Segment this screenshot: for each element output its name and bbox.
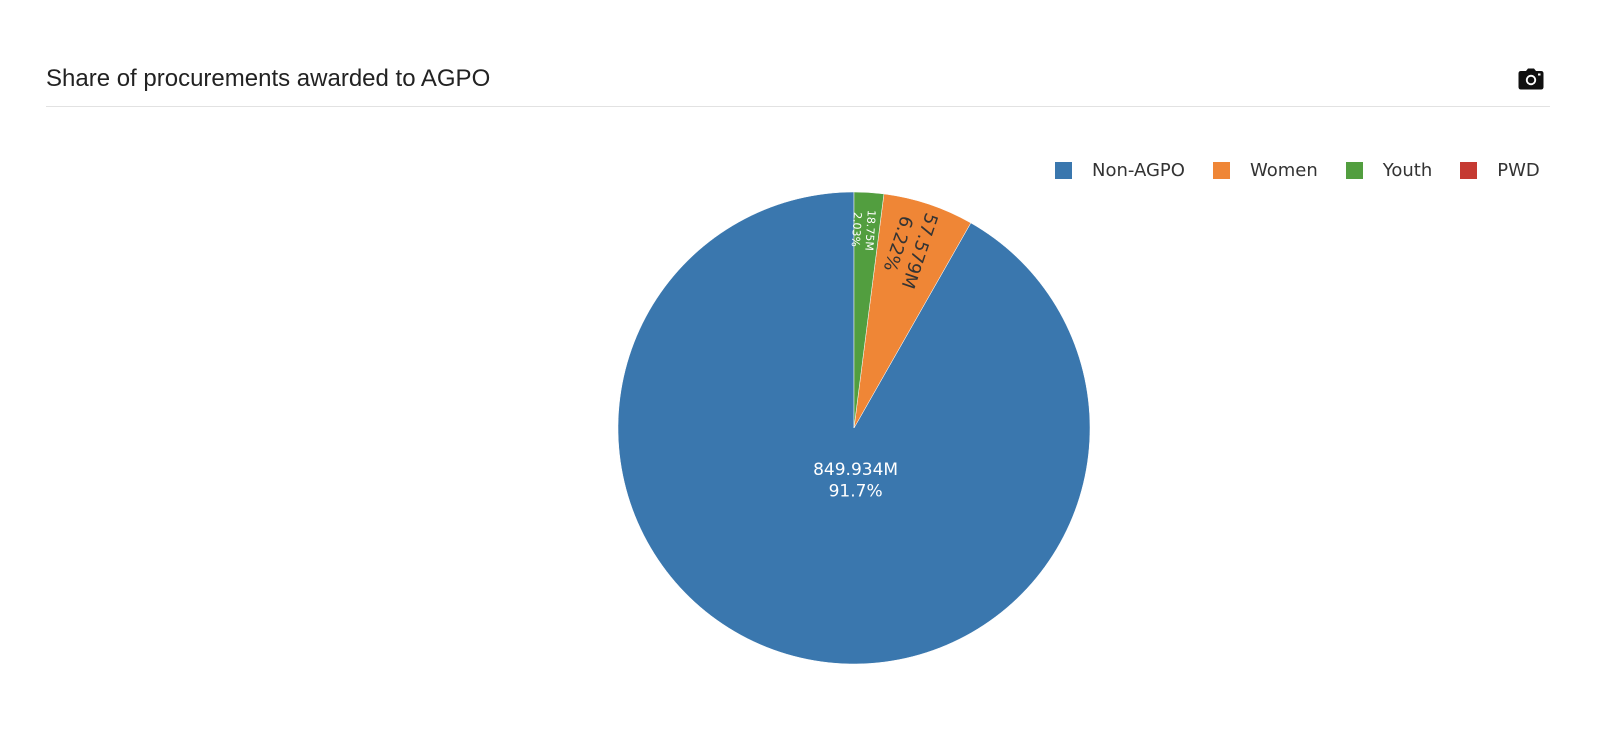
slice-percent-label: 91.7% (829, 481, 883, 501)
legend-label: Women (1249, 160, 1318, 181)
chart-legend: Non-AGPO Women Youth PWD (1055, 160, 1540, 181)
legend-item-non-agpo[interactable]: Non-AGPO (1055, 160, 1185, 181)
legend-label: PWD (1497, 160, 1540, 181)
legend-label: Youth (1382, 160, 1433, 181)
slice-percent-label: 2.03% (849, 212, 864, 248)
pie-slice-youth[interactable] (853, 191, 885, 429)
legend-label: Non-AGPO (1092, 160, 1185, 181)
slice-label-non-agpo: 849.934M 91.7% (813, 460, 898, 501)
chart-header: Share of procurements awarded to AGPO (46, 56, 1550, 107)
legend-item-youth[interactable]: Youth (1345, 160, 1433, 181)
legend-swatch (1212, 162, 1230, 179)
camera-icon[interactable] (1518, 68, 1544, 90)
slice-label-youth: 18.75M2.03% (849, 209, 878, 252)
legend-swatch (1055, 162, 1072, 179)
slice-value-label: 18.75M (862, 210, 878, 252)
slice-value-label: 849.934M (813, 460, 898, 480)
legend-swatch (1460, 162, 1478, 179)
chart-title: Share of procurements awarded to AGPO (46, 65, 491, 92)
legend-item-pwd[interactable]: PWD (1460, 160, 1540, 181)
legend-swatch (1345, 162, 1363, 179)
legend-item-women[interactable]: Women (1212, 160, 1318, 181)
